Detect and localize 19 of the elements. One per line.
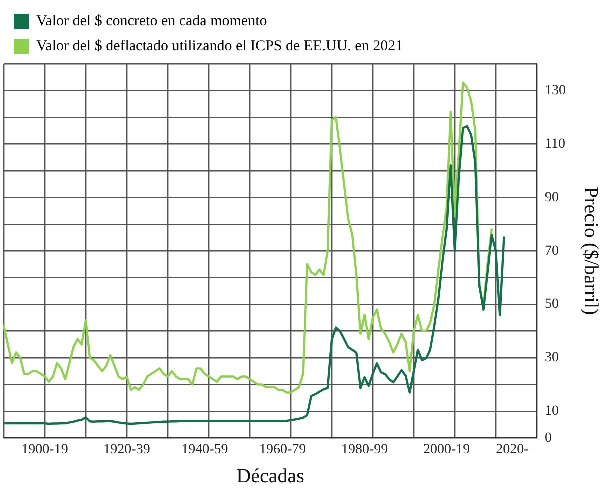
y-axis-title: Precio ($/barril) [580,186,602,316]
y-tick-label: 10 [545,404,559,420]
y-tick-label: 130 [545,83,566,98]
x-tick-label: 2020- [496,442,530,458]
x-tick-label: 1960-79 [259,442,306,458]
y-tick-label: 70 [545,244,559,259]
x-tick-label: 2000-19 [423,442,470,458]
x-axis-title: Décadas [236,465,305,488]
y-tick-label: 110 [545,136,566,152]
y-tick-label: 30 [545,350,559,366]
x-tick-label: 1980-99 [341,442,388,458]
legend-label: Valor del $ concreto en cada momento [36,13,268,30]
x-tick-label: 1920-39 [104,442,150,458]
y-tick-label: 0 [545,430,552,446]
x-tick-label: 1940-59 [182,442,228,458]
y-tick-label: 50 [545,297,559,312]
y-tick-label: 90 [545,190,559,206]
x-tick-label: 1900-19 [22,442,68,458]
legend-label: Valor del $ deflactado utilizando el ICPS de EE.UU. en 2021 [36,38,404,54]
